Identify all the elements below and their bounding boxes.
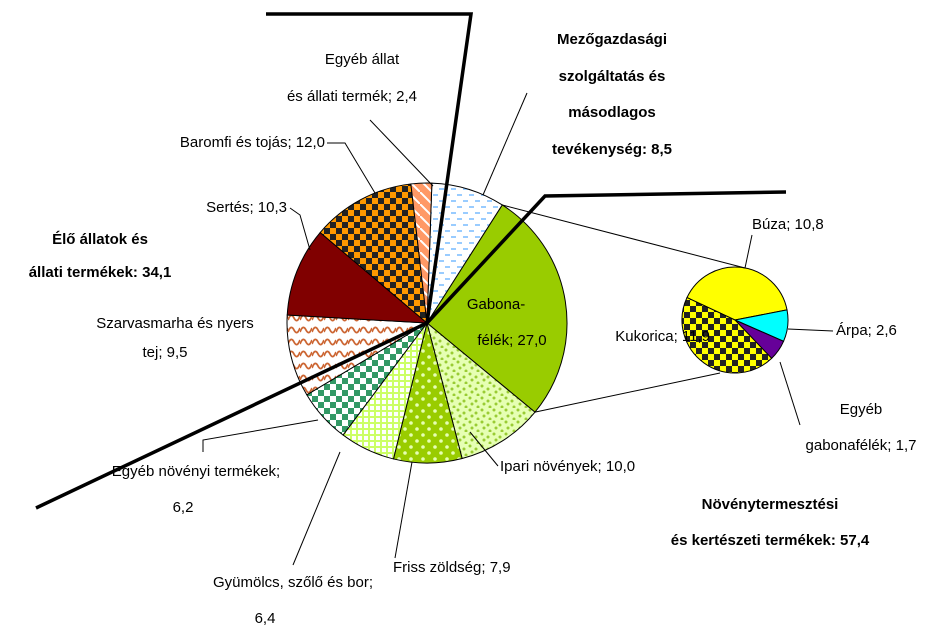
pie-slice: [319, 183, 428, 325]
data-label: tevékenység: 8,5: [552, 141, 672, 158]
data-label: tej; 9,5: [142, 344, 187, 361]
leader-line: [292, 451, 341, 566]
data-label: gabonafélék; 1,7: [806, 437, 917, 454]
data-label: Egyéb: [840, 401, 883, 418]
data-label: Kukorica; 11,9: [615, 328, 710, 345]
leader-line: [327, 142, 376, 194]
pie-slice: [681, 296, 773, 374]
data-label: Baromfi és tojás; 12,0: [180, 134, 325, 151]
data-label: Búza; 10,8: [752, 216, 824, 233]
data-label: Gabona-: [467, 296, 525, 313]
leader-line: [744, 234, 753, 269]
data-label: Mezőgazdasági: [557, 31, 667, 48]
data-label: Egyéb növényi termékek;: [112, 463, 280, 480]
data-label: Ipari növények; 10,0: [500, 458, 635, 475]
data-label: másodlagos: [568, 104, 656, 121]
leader-line: [202, 419, 319, 452]
group-separator: [425, 190, 787, 325]
pie-slice: [410, 182, 433, 324]
plot: [286, 182, 789, 464]
data-label: Szarvasmarha és nyers: [96, 315, 254, 332]
leader-line: [394, 461, 413, 559]
data-label: félék; 27,0: [477, 332, 546, 349]
connector-line: [502, 204, 746, 269]
data-label: Sertés; 10,3: [206, 199, 287, 216]
data-label: Árpa; 2,6: [836, 322, 897, 339]
data-label: Növénytermesztési: [702, 496, 839, 513]
data-label: Élő állatok és: [52, 231, 148, 248]
data-label: és állati termék; 2,4: [287, 88, 417, 105]
data-label: Egyéb állat: [325, 51, 400, 68]
data-label: állati termékek: 34,1: [29, 264, 172, 281]
data-label: Friss zöldség; 7,9: [393, 559, 511, 576]
data-label: 6,4: [255, 610, 276, 626]
data-label: 6,2: [173, 499, 194, 516]
overlay: [35, 12, 787, 510]
leader-line: [482, 92, 528, 196]
leader-line: [369, 119, 434, 187]
connector-line: [534, 372, 721, 413]
leader-line: [787, 328, 834, 332]
data-label: Gyümölcs, szőlő és bor;: [213, 574, 373, 591]
pie-slice: [426, 321, 536, 460]
leader-line: [289, 207, 311, 251]
pie-slice: [286, 231, 429, 324]
data-label: szolgáltatás és: [559, 68, 666, 85]
group-separator: [35, 12, 474, 510]
data-label: és kertészeti termékek: 57,4: [671, 532, 870, 549]
leader-line: [779, 361, 801, 426]
leader-line: [469, 431, 499, 467]
